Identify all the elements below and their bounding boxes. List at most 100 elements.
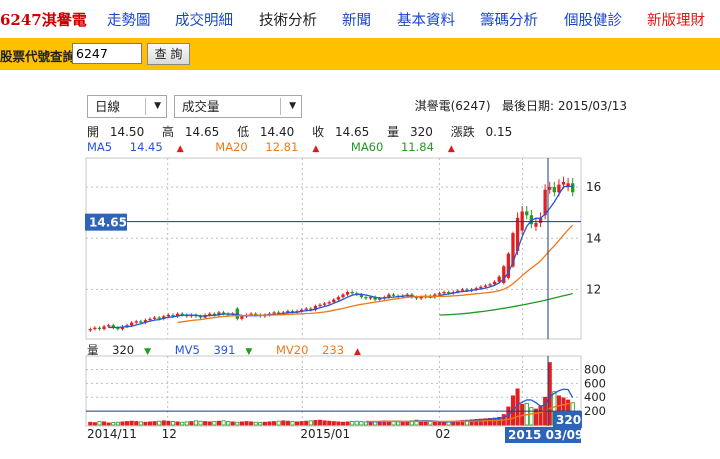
candle-body (511, 233, 515, 267)
candle-body (157, 317, 161, 319)
volume-bar (428, 421, 433, 426)
nav-item-finance[interactable]: 新版理財 (647, 13, 705, 29)
volume-bar (281, 420, 286, 426)
candle-body (272, 312, 276, 314)
candle-body (171, 314, 175, 317)
volume-bar (124, 421, 130, 426)
ma-lines (108, 185, 574, 423)
candle-body (208, 313, 212, 315)
nav-item-trend[interactable]: 走勢圖 (107, 13, 151, 29)
candle-body (221, 312, 226, 314)
x-tick-label: 12 (162, 427, 177, 441)
change-value: 0.15 (485, 125, 513, 139)
volume-bar (460, 420, 465, 426)
search-bar: 股票代號查詢 查 詢 (0, 38, 720, 70)
volume-bar (345, 421, 350, 426)
volume-value: 320 (409, 125, 433, 139)
candle-body (120, 326, 125, 330)
candle-body (506, 253, 511, 278)
volume-bar (492, 417, 497, 426)
volume-bar (290, 421, 295, 426)
volume-bar (175, 421, 180, 426)
nav-item-chips[interactable]: 籌碼分析 (480, 13, 538, 29)
volume-bar (221, 420, 226, 426)
candle-body (373, 297, 377, 300)
candle-body (447, 291, 451, 294)
candle-body (102, 326, 106, 330)
nav-item-basic[interactable]: 基本資料 (397, 13, 455, 29)
date-tag (505, 427, 581, 443)
period-select[interactable]: 日線 ▼ (87, 95, 167, 118)
candle-body (277, 312, 281, 314)
volume-bar (350, 421, 355, 426)
indicator-select[interactable]: 成交量 ▼ (174, 95, 302, 118)
volume-bar (363, 421, 369, 426)
volume-bar (276, 420, 281, 426)
volume-tick-label: 600 (584, 376, 606, 390)
candle-body (217, 312, 221, 315)
vol-legend: 量 320 ▼ (87, 343, 152, 357)
candle-body (235, 308, 239, 319)
candle-body (332, 299, 336, 303)
stock-info: 淇譽電(6247) 最後日期: 2015/03/13 (415, 97, 627, 114)
x-tick-label: 02 (435, 427, 450, 441)
volume-bar (102, 421, 107, 426)
candle-body (111, 325, 115, 328)
nav-item-trades[interactable]: 成交明細 (175, 13, 233, 29)
candle-body (561, 182, 566, 185)
volume-bar (478, 418, 483, 426)
candle-body (166, 314, 171, 317)
volume-bar (198, 420, 203, 426)
close-label: 收 (312, 125, 325, 139)
candle-body (162, 316, 166, 319)
volume-bar (469, 419, 474, 426)
volume-bar (331, 421, 336, 426)
date-tag-label: 2015 03/09 (508, 428, 583, 442)
candle-body (327, 302, 331, 304)
volume-bar (120, 421, 125, 426)
stock-brand: 6247淇譽電 (0, 11, 87, 29)
volume-bar (267, 421, 272, 426)
ma60-legend: MA60 11.84 ▲ (350, 140, 455, 154)
stock-code-input[interactable] (72, 43, 142, 64)
stock-title: 淇譽電(6247) (414, 99, 491, 113)
candle-body (134, 321, 138, 323)
select-divider (280, 98, 281, 115)
volume-bar (147, 421, 153, 426)
volume-bar (216, 420, 221, 426)
volume-label: 量 (387, 125, 400, 139)
candle-body (525, 211, 529, 216)
x-tick-label: 2015/01 (300, 427, 350, 441)
volume-bar (161, 420, 166, 426)
query-button[interactable]: 查 詢 (147, 43, 190, 65)
last-date-label: 最後日期: (501, 99, 554, 113)
ma20-legend: MA20 12.81 ▲ (215, 140, 320, 154)
candle-body (364, 297, 368, 299)
candle-body (479, 286, 483, 289)
ma5-legend: MA5 14.45 ▲ (87, 140, 184, 154)
nav-item-health[interactable]: 個股健診 (564, 13, 622, 29)
candle-body (341, 294, 345, 298)
candle-body (350, 291, 354, 294)
nav-item-technical[interactable]: 技術分析 (259, 13, 317, 29)
nav-item-news[interactable]: 新聞 (342, 13, 371, 29)
volume-bar (340, 421, 346, 426)
volume-bar (322, 420, 327, 426)
volume-bar (111, 422, 116, 426)
candle-body (175, 313, 180, 317)
volume-bar (285, 420, 290, 426)
candle-body (107, 325, 111, 327)
select-divider (145, 98, 146, 115)
mv20-legend: MV20 233 ▲ (275, 343, 361, 357)
candle-body (483, 285, 488, 287)
volume-bar (106, 422, 111, 426)
volume-bar (244, 421, 249, 426)
volume-panel (85, 355, 582, 427)
volume-bar (235, 421, 240, 426)
chevron-down-icon: ▼ (154, 101, 161, 111)
volume-bar (304, 420, 309, 426)
candle-body (125, 325, 129, 327)
volume-bar (317, 419, 323, 426)
